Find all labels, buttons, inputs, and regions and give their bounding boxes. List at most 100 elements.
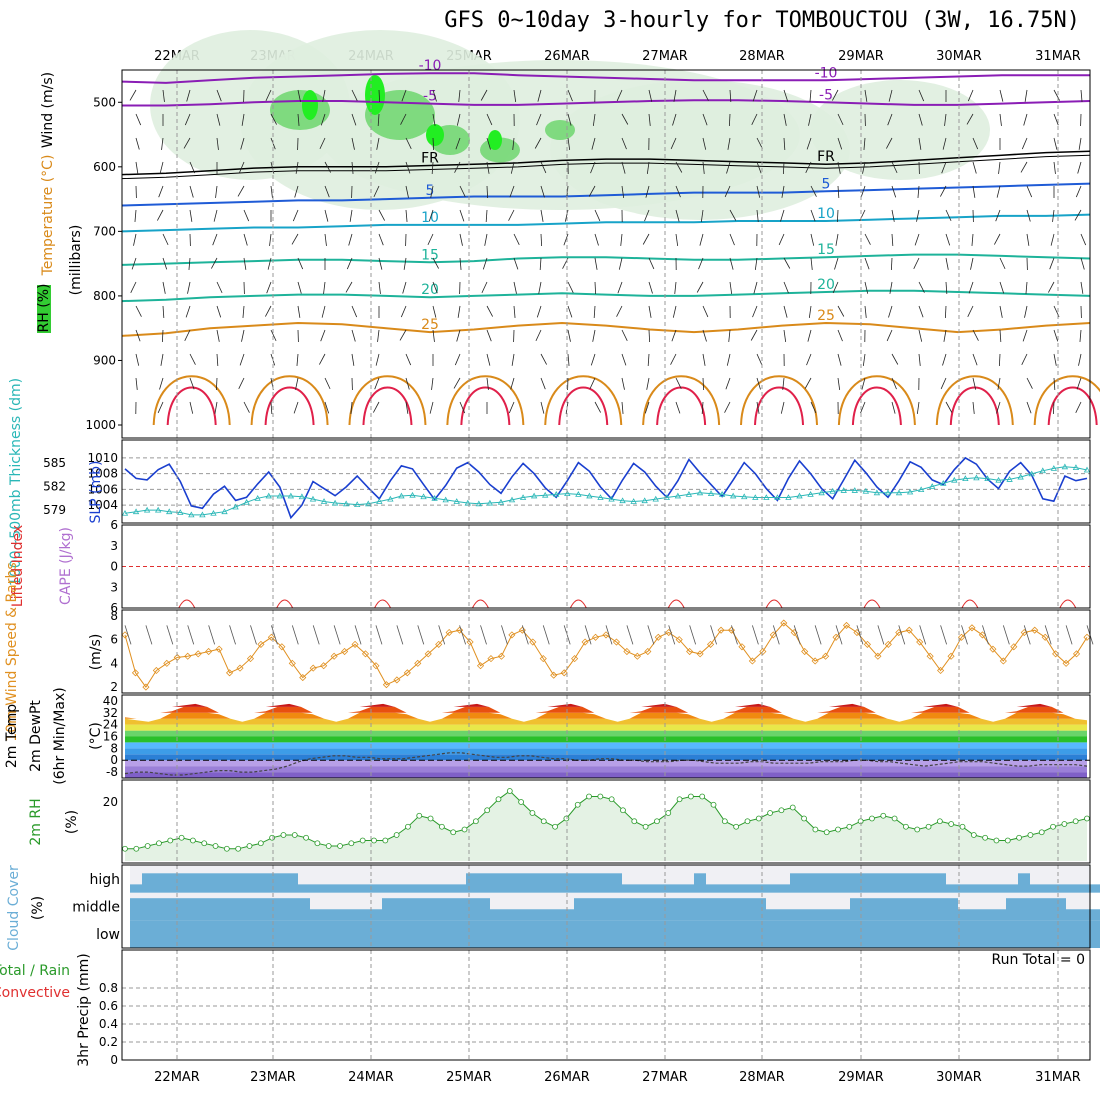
barb (592, 329, 596, 342)
barb (999, 113, 1002, 126)
thickness-point (232, 503, 239, 510)
slp-tick: 1010 (87, 451, 118, 465)
wind-barb-10m (982, 625, 989, 645)
rh2m-point (1027, 832, 1034, 838)
date-label-bottom: 25MAR (446, 1070, 492, 1085)
barb (945, 233, 951, 246)
barb (216, 281, 223, 294)
barb (158, 185, 164, 198)
cloud-low-cell (310, 920, 322, 948)
barb (998, 353, 1001, 367)
rh2m-point (755, 815, 762, 822)
wind-barb-10m (438, 625, 446, 645)
barb (702, 377, 705, 391)
contour-30 (152, 375, 231, 426)
cloud-low-cell (1054, 920, 1066, 948)
thickness-point (188, 511, 195, 518)
barb (211, 257, 218, 269)
cloud-high-cell (214, 873, 226, 893)
panel-frame-stability (121, 524, 1091, 609)
date-label-top: 29MAR (838, 49, 884, 64)
barb (594, 233, 599, 246)
panel-frame-cloud (121, 864, 1091, 949)
pressure-axis-label: (millibars) (68, 225, 84, 296)
barb (162, 257, 168, 270)
rh2m-point (665, 810, 672, 816)
wind-speed-point (937, 666, 945, 675)
cloud-middle-cell (1078, 909, 1090, 921)
wind-speed-point (382, 681, 390, 689)
lifted-index-bump (569, 599, 587, 609)
rh-area-high (302, 90, 318, 120)
barb (621, 161, 626, 174)
dewpoint-line (124, 752, 1088, 776)
wind-barb-10m (501, 625, 508, 645)
barb (1075, 185, 1082, 198)
rh2m-point (269, 834, 276, 841)
rh2m-axis-label: 2m RH (28, 798, 44, 845)
cloud-middle-cell (970, 909, 982, 921)
barb (459, 233, 463, 246)
barb (348, 233, 353, 246)
cloud-high-cell (682, 884, 694, 893)
barb (1074, 209, 1082, 221)
wind-speed-point (801, 647, 809, 656)
barb (291, 233, 299, 245)
isotherm--10 (121, 72, 1090, 84)
barb (130, 281, 137, 293)
barb (725, 377, 731, 390)
rh2m-point (1050, 823, 1056, 830)
barb (540, 161, 547, 174)
thickness-point (221, 508, 228, 515)
cloud-low-cell (1090, 920, 1100, 948)
wind-speed-point (769, 631, 777, 639)
thickness-point (608, 495, 615, 502)
cloud-high-cell (742, 884, 754, 893)
barb (943, 329, 947, 342)
isotherm-label: 10 (421, 210, 439, 226)
barb (485, 209, 488, 222)
thickness-point (398, 492, 405, 499)
thickness-point (376, 498, 383, 504)
thickness-point (475, 500, 483, 507)
barb (672, 305, 677, 318)
barb (216, 89, 222, 102)
wind-speed-point (414, 659, 422, 667)
cloud-middle-cell (814, 909, 826, 921)
barb (648, 329, 651, 343)
barb (351, 353, 355, 366)
thickness-point (276, 492, 283, 499)
lifted-index-axis-label: Lifted Index (10, 525, 26, 607)
barb (162, 233, 169, 246)
rh2m-point (914, 826, 921, 833)
barb (891, 233, 894, 246)
thickness-point (320, 498, 328, 504)
cloud-middle-cell (370, 909, 382, 921)
cloud-middle-cell (790, 909, 802, 921)
barb (486, 137, 491, 150)
thickness-point (752, 494, 759, 500)
isotherm-label: 20 (817, 277, 835, 293)
wind-barb-10m (814, 625, 822, 645)
barb (378, 233, 384, 246)
cloud-high-cell (778, 884, 790, 893)
isotherm-label: 5 (822, 176, 831, 192)
barb (1048, 281, 1055, 293)
rh2m-point (484, 807, 491, 814)
cloud-high-cell (862, 873, 874, 893)
rh2m-point (495, 796, 502, 803)
wind-barb-10m (1065, 625, 1073, 645)
rh2m-point (506, 788, 513, 794)
thickness-point (542, 491, 549, 498)
temp-band (125, 712, 1087, 719)
barb (967, 89, 974, 102)
pressure-tick: 800 (93, 289, 116, 303)
barb (513, 89, 517, 102)
thickness-point (1017, 473, 1024, 480)
cloud-middle-cell (166, 898, 178, 921)
barb (1024, 305, 1028, 318)
cloud-low-cell (478, 920, 490, 948)
cloud-middle-cell (598, 898, 610, 921)
barb (808, 113, 812, 126)
cloud-low-cell (1066, 920, 1078, 948)
